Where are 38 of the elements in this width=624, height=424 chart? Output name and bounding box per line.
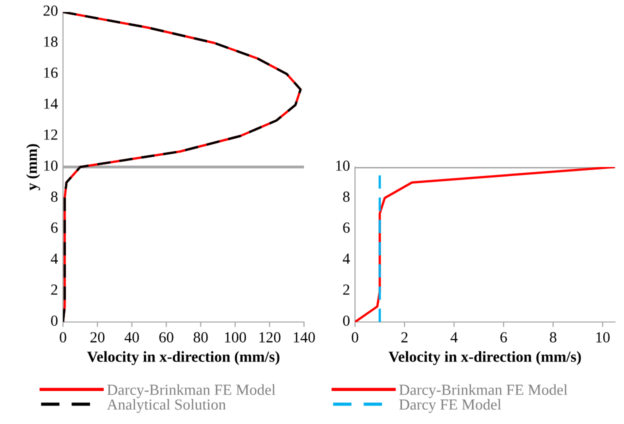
y-tick-label: 14 <box>44 98 58 109</box>
x-tick-label: 4 <box>450 332 458 342</box>
legend-label: Darcy-Brinkman FE Model <box>399 384 568 398</box>
x-tick-label: 20 <box>90 332 104 342</box>
y-tick-label: 2 <box>343 284 350 295</box>
y-tick-label: 2 <box>51 284 58 295</box>
y-tick-label: 0 <box>51 316 58 326</box>
x-tick-label: 0 <box>352 332 358 342</box>
x-tick-label: 60 <box>159 332 174 342</box>
y-axis-title: y (mm) <box>26 144 40 190</box>
y-tick-label: 6 <box>343 222 350 233</box>
y-tick-label: 12 <box>44 130 58 140</box>
x-axis-title: Velocity in x-direction (mm/s) <box>388 351 581 366</box>
y-tick-label: 4 <box>342 254 350 264</box>
y-tick-label: 0 <box>343 316 350 326</box>
x-tick-label: 8 <box>550 332 556 342</box>
legend-label: Darcy-Brinkman FE Model <box>107 384 276 398</box>
y-tick-label: 8 <box>51 192 58 202</box>
x-tick-label: 2 <box>401 332 408 342</box>
y-tick-label: 10 <box>44 160 58 171</box>
x-axis-title: Velocity in x-direction (mm/s) <box>87 351 280 366</box>
legend-label: Analytical Solution <box>106 398 226 413</box>
x-tick-label: 140 <box>294 332 315 342</box>
x-tick-label: 10 <box>596 332 610 342</box>
x-tick-label: 6 <box>500 332 507 342</box>
x-tick-label: 80 <box>194 332 208 342</box>
x-tick-label: 40 <box>124 332 139 342</box>
x-tick-label: 0 <box>60 332 66 342</box>
legend-label: Darcy FE Model <box>399 398 502 413</box>
x-tick-label: 120 <box>259 332 280 342</box>
y-tick-label: 8 <box>343 192 350 202</box>
y-tick-label: 10 <box>336 160 350 171</box>
y-tick-label: 6 <box>51 222 58 233</box>
x-tick-label: 100 <box>225 332 246 342</box>
y-tick-label: 20 <box>44 6 58 16</box>
y-tick-label: 16 <box>44 68 58 78</box>
y-tick-label: 18 <box>44 36 58 47</box>
y-tick-label: 4 <box>50 254 58 264</box>
